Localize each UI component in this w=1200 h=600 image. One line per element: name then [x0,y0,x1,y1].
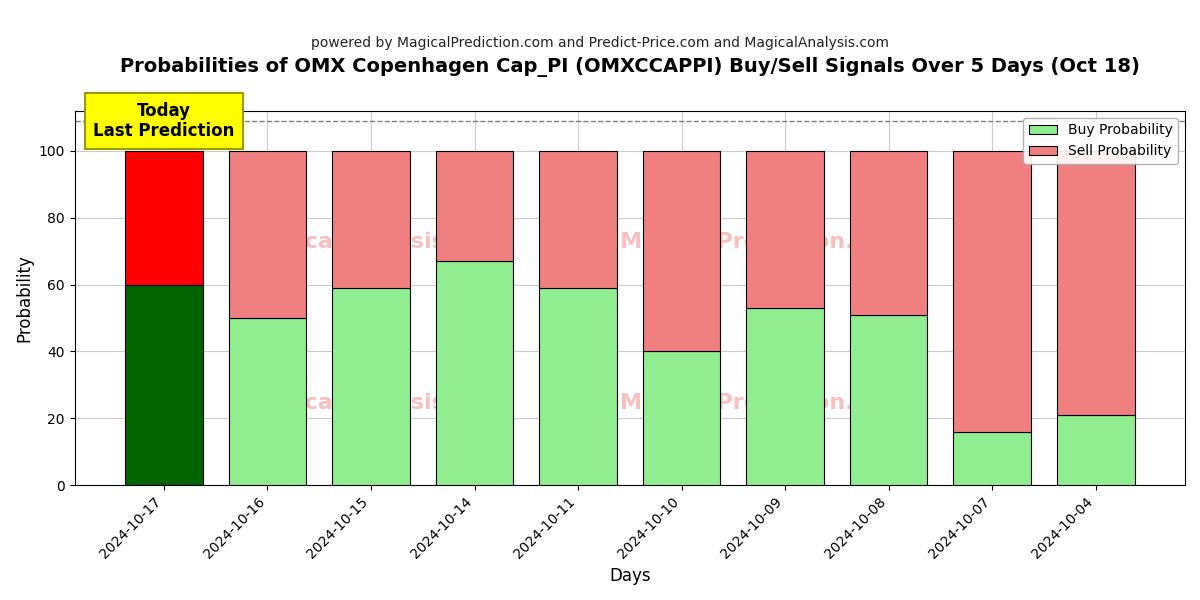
Bar [643,352,720,485]
Bar [125,284,203,485]
Text: powered by MagicalPrediction.com and Predict-Price.com and MagicalAnalysis.com: powered by MagicalPrediction.com and Pre… [311,36,889,50]
Bar [643,151,720,352]
Bar [332,288,410,485]
Bar [539,151,617,288]
Bar [953,431,1031,485]
Bar [539,288,617,485]
Bar [746,308,824,485]
Bar [746,151,824,308]
Bar [436,261,514,485]
Title: Probabilities of OMX Copenhagen Cap_PI (OMXCCAPPI) Buy/Sell Signals Over 5 Days : Probabilities of OMX Copenhagen Cap_PI (… [120,57,1140,77]
Bar [850,315,928,485]
Bar [332,151,410,288]
Bar [850,151,928,315]
Y-axis label: Probability: Probability [16,254,34,342]
Text: Today
Last Prediction: Today Last Prediction [94,101,235,140]
Text: MagicalPrediction.com: MagicalPrediction.com [620,393,906,413]
Bar [229,151,306,318]
Bar [125,151,203,284]
Text: MagicalAnalysis.com: MagicalAnalysis.com [244,232,505,252]
Text: MagicalPrediction.com: MagicalPrediction.com [620,232,906,252]
Bar [436,151,514,261]
Legend: Buy Probability, Sell Probability: Buy Probability, Sell Probability [1024,118,1178,164]
X-axis label: Days: Days [610,567,650,585]
Bar [229,318,306,485]
Bar [1057,151,1134,415]
Bar [953,151,1031,431]
Text: MagicalAnalysis.com: MagicalAnalysis.com [244,393,505,413]
Bar [1057,415,1134,485]
